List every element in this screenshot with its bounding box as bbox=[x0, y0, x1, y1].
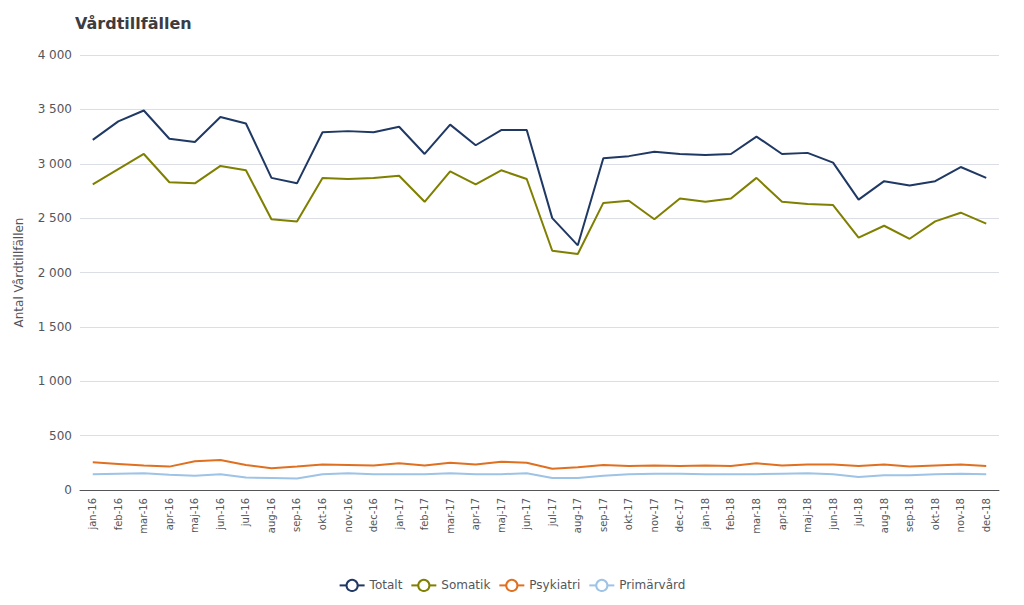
svg-text:jul-16: jul-16 bbox=[240, 498, 251, 527]
svg-text:1 500: 1 500 bbox=[38, 320, 72, 334]
svg-text:0: 0 bbox=[64, 483, 72, 497]
svg-text:mar-18: mar-18 bbox=[751, 498, 762, 534]
svg-text:maj-17: maj-17 bbox=[496, 498, 507, 533]
svg-text:okt-16: okt-16 bbox=[317, 498, 328, 530]
svg-text:jan-17: jan-17 bbox=[394, 498, 405, 531]
svg-text:Psykiatri: Psykiatri bbox=[529, 578, 580, 592]
svg-text:aug-18: aug-18 bbox=[879, 498, 890, 533]
svg-text:Antal Vårdtillfällen: Antal Vårdtillfällen bbox=[12, 218, 26, 328]
svg-text:feb-17: feb-17 bbox=[419, 498, 430, 530]
svg-text:aug-17: aug-17 bbox=[572, 498, 583, 533]
svg-text:Vårdtillfällen: Vårdtillfällen bbox=[75, 14, 192, 33]
svg-text:dec-17: dec-17 bbox=[674, 498, 685, 532]
svg-text:jul-17: jul-17 bbox=[547, 498, 558, 527]
svg-text:okt-18: okt-18 bbox=[930, 498, 941, 530]
svg-text:feb-16: feb-16 bbox=[113, 498, 124, 530]
svg-text:3 000: 3 000 bbox=[38, 157, 72, 171]
svg-text:500: 500 bbox=[49, 429, 72, 443]
svg-text:jun-16: jun-16 bbox=[215, 498, 226, 531]
svg-text:dec-16: dec-16 bbox=[368, 498, 379, 532]
svg-text:sep-18: sep-18 bbox=[904, 498, 915, 532]
svg-text:jan-18: jan-18 bbox=[700, 498, 711, 531]
svg-text:jun-17: jun-17 bbox=[521, 498, 532, 531]
svg-text:4 000: 4 000 bbox=[38, 48, 72, 62]
svg-text:feb-18: feb-18 bbox=[725, 498, 736, 530]
svg-text:maj-16: maj-16 bbox=[189, 498, 200, 533]
svg-text:maj-18: maj-18 bbox=[802, 498, 813, 533]
svg-text:mar-17: mar-17 bbox=[445, 498, 456, 534]
svg-text:dec-18: dec-18 bbox=[981, 498, 992, 532]
svg-text:apr-18: apr-18 bbox=[777, 498, 788, 530]
svg-text:sep-16: sep-16 bbox=[291, 498, 302, 532]
svg-text:nov-17: nov-17 bbox=[649, 498, 660, 532]
svg-text:Somatik: Somatik bbox=[441, 578, 490, 592]
svg-text:jun-18: jun-18 bbox=[828, 498, 839, 531]
svg-text:2 500: 2 500 bbox=[38, 211, 72, 225]
svg-text:jul-18: jul-18 bbox=[853, 498, 864, 527]
svg-text:jan-16: jan-16 bbox=[87, 498, 98, 531]
svg-text:Totalt: Totalt bbox=[369, 578, 403, 592]
svg-text:1 000: 1 000 bbox=[38, 374, 72, 388]
svg-text:apr-17: apr-17 bbox=[470, 498, 481, 530]
svg-text:Primärvård: Primärvård bbox=[619, 578, 685, 592]
svg-text:2 000: 2 000 bbox=[38, 266, 72, 280]
svg-text:nov-16: nov-16 bbox=[343, 498, 354, 532]
svg-text:apr-16: apr-16 bbox=[164, 498, 175, 530]
svg-text:okt-17: okt-17 bbox=[623, 498, 634, 530]
svg-text:aug-16: aug-16 bbox=[266, 498, 277, 533]
svg-text:nov-18: nov-18 bbox=[955, 498, 966, 532]
svg-text:sep-17: sep-17 bbox=[598, 498, 609, 532]
svg-text:mar-16: mar-16 bbox=[138, 498, 149, 534]
svg-text:3 500: 3 500 bbox=[38, 102, 72, 116]
